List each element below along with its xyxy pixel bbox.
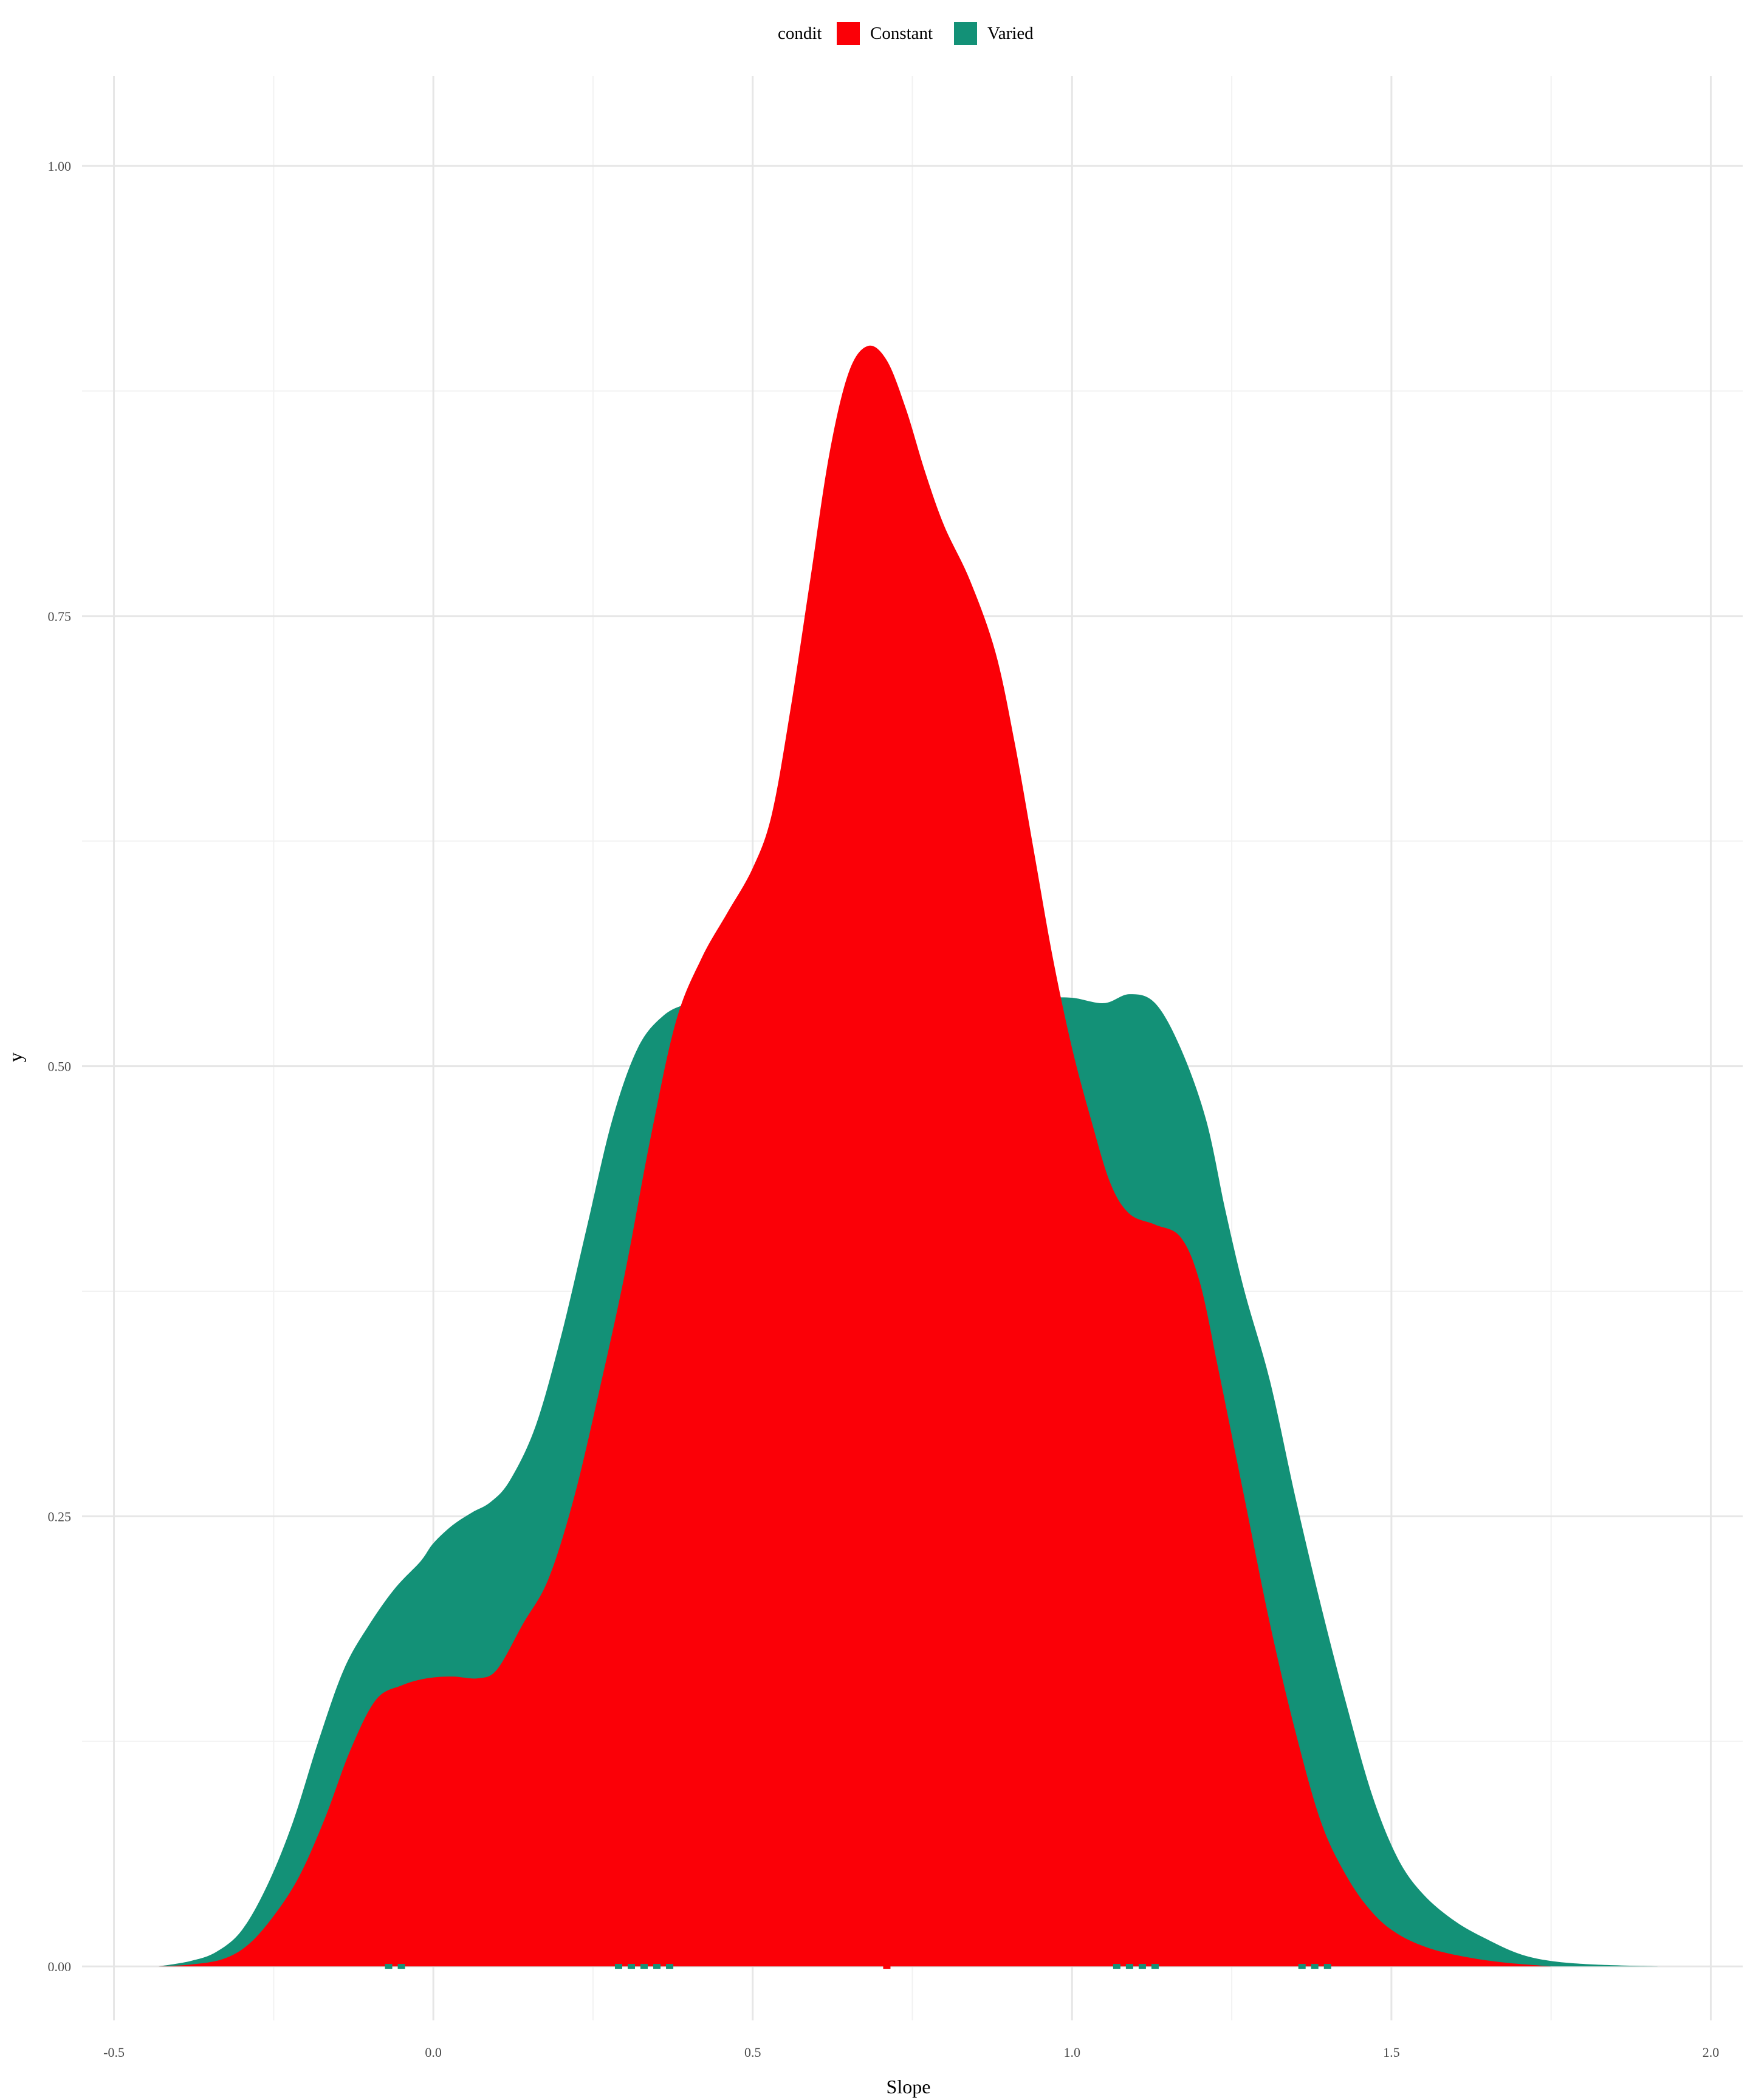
rug-mark-varied: [1323, 1964, 1331, 1969]
rug-mark-varied: [1151, 1964, 1159, 1969]
rug-mark-varied: [653, 1964, 661, 1969]
legend-label-constant: Constant: [870, 24, 933, 43]
x-tick-label: -0.5: [103, 2045, 125, 2060]
y-tick-label: 0.75: [48, 609, 72, 624]
x-tick-label: 2.0: [1703, 2045, 1720, 2060]
rug-marks: [385, 1964, 1331, 1969]
rug-mark-constant: [883, 1964, 891, 1969]
x-tick-label: 0.0: [425, 2045, 442, 2060]
y-axis-title: y: [4, 1052, 26, 1062]
rug-mark-varied: [1113, 1964, 1120, 1969]
rug-mark-varied: [614, 1964, 622, 1969]
y-tick-label: 0.50: [48, 1059, 72, 1074]
x-tick-label: 1.0: [1064, 2045, 1081, 2060]
x-axis-ticks: -0.5 0.0 0.5 1.0 1.5 2.0: [103, 2045, 1719, 2060]
legend-title: condit: [778, 24, 822, 43]
y-axis-ticks: 0.00 0.25 0.50 0.75 1.00: [48, 159, 72, 1974]
x-axis-title: Slope: [887, 2076, 931, 2098]
x-tick-label: 0.5: [744, 2045, 761, 2060]
rug-mark-varied: [640, 1964, 648, 1969]
y-tick-label: 0.25: [48, 1509, 72, 1524]
y-tick-label: 1.00: [48, 159, 72, 174]
rug-mark-varied: [1125, 1964, 1133, 1969]
rug-mark-varied: [666, 1964, 674, 1969]
rug-mark-varied: [1311, 1964, 1319, 1969]
y-tick-label: 0.00: [48, 1959, 72, 1974]
rug-mark-varied: [385, 1964, 393, 1969]
density-areas: [159, 345, 1660, 1967]
density-area-constant: [159, 345, 1551, 1967]
legend-label-varied: Varied: [987, 24, 1034, 43]
legend-swatch-varied: [954, 22, 977, 45]
rug-mark-varied: [1138, 1964, 1146, 1969]
rug-mark-varied: [1298, 1964, 1306, 1969]
legend-swatch-constant: [837, 22, 860, 45]
rug-mark-varied: [397, 1964, 405, 1969]
rug-mark-varied: [627, 1964, 635, 1969]
x-tick-label: 1.5: [1383, 2045, 1400, 2060]
legend: condit Constant Varied: [778, 22, 1034, 45]
